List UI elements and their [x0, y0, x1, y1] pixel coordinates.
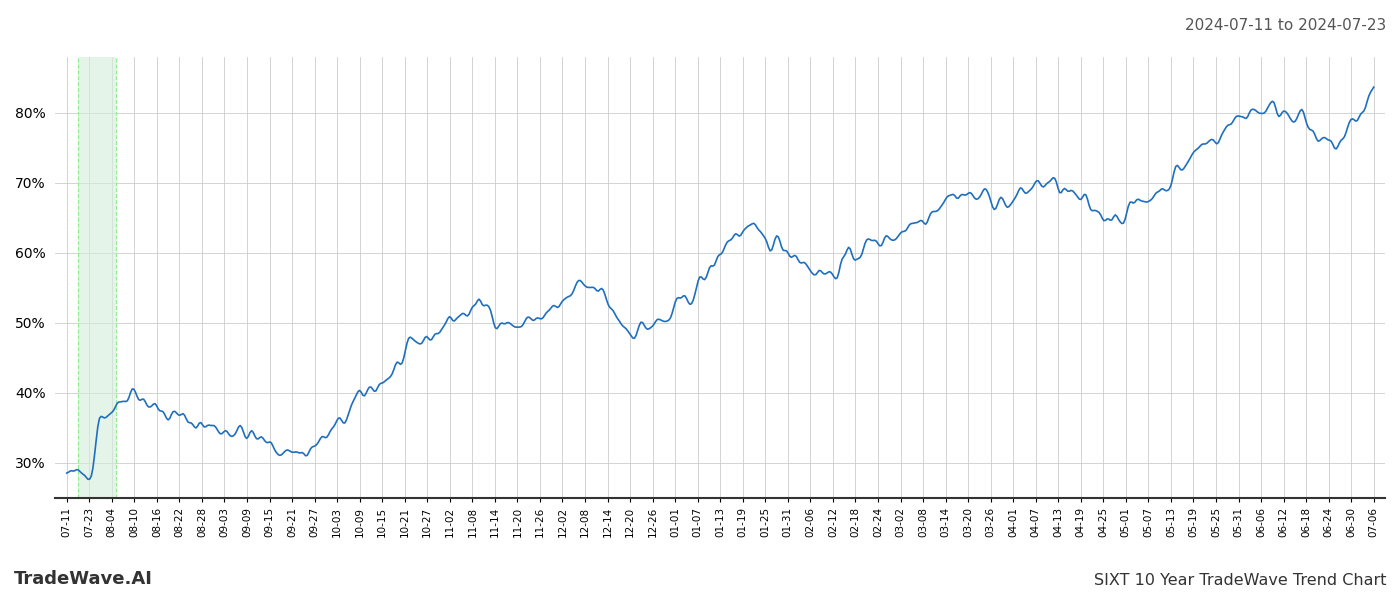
Text: TradeWave.AI: TradeWave.AI	[14, 570, 153, 588]
Text: SIXT 10 Year TradeWave Trend Chart: SIXT 10 Year TradeWave Trend Chart	[1093, 573, 1386, 588]
Bar	[78, 57, 116, 498]
Text: 2024-07-11 to 2024-07-23: 2024-07-11 to 2024-07-23	[1184, 18, 1386, 33]
